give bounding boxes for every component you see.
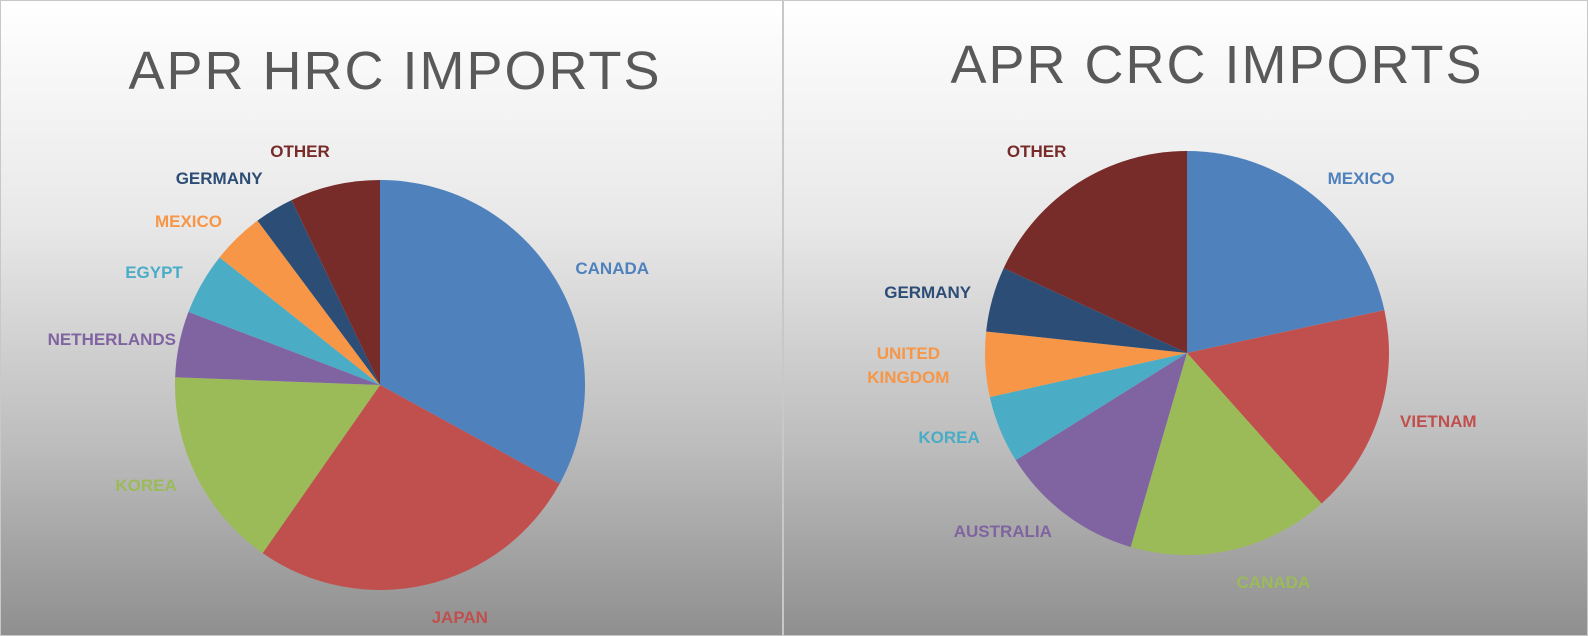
slice-label: CANADA bbox=[1236, 573, 1311, 593]
pie-slice bbox=[175, 311, 380, 385]
pie-slice bbox=[1187, 151, 1385, 353]
slice-label: EGYPT bbox=[125, 262, 183, 282]
slice-label: NETHERLANDS bbox=[47, 329, 177, 349]
pie-slice bbox=[257, 200, 380, 385]
slice-label: MEXICO bbox=[1327, 168, 1395, 188]
slice-label: OTHER bbox=[270, 141, 330, 161]
pie-slice bbox=[1187, 310, 1389, 504]
slice-label: CANADA bbox=[575, 259, 650, 279]
pie-slice bbox=[380, 180, 586, 484]
pie-slice bbox=[1130, 353, 1322, 555]
pie-slice bbox=[984, 331, 1187, 398]
slice-label: VIETNAM bbox=[1400, 412, 1477, 432]
slice-label: JAPAN bbox=[431, 608, 488, 628]
slice-label: KOREA bbox=[918, 428, 980, 448]
pie-slice bbox=[262, 385, 560, 590]
pie-slice bbox=[1015, 353, 1187, 547]
pie-slice bbox=[174, 377, 380, 554]
slice-label: KOREA bbox=[115, 476, 177, 496]
slice-label: UNITED KINGDOM bbox=[867, 343, 950, 387]
slice-label: MEXICO bbox=[154, 211, 223, 231]
pie-slice bbox=[219, 220, 380, 385]
slice-label: OTHER bbox=[1006, 142, 1067, 162]
slice-label: GERMANY bbox=[884, 283, 972, 303]
pie-slice bbox=[188, 257, 380, 385]
pie-slice bbox=[1003, 151, 1187, 353]
chart-title: APR CRC IMPORTS bbox=[950, 35, 1484, 95]
slice-label: AUSTRALIA bbox=[953, 521, 1052, 541]
slice-label: GERMANY bbox=[175, 168, 263, 188]
pie-slice bbox=[989, 353, 1187, 461]
pie-slice bbox=[291, 180, 380, 385]
chart-title: APR HRC IMPORTS bbox=[128, 41, 662, 101]
pie-slice bbox=[986, 268, 1187, 353]
